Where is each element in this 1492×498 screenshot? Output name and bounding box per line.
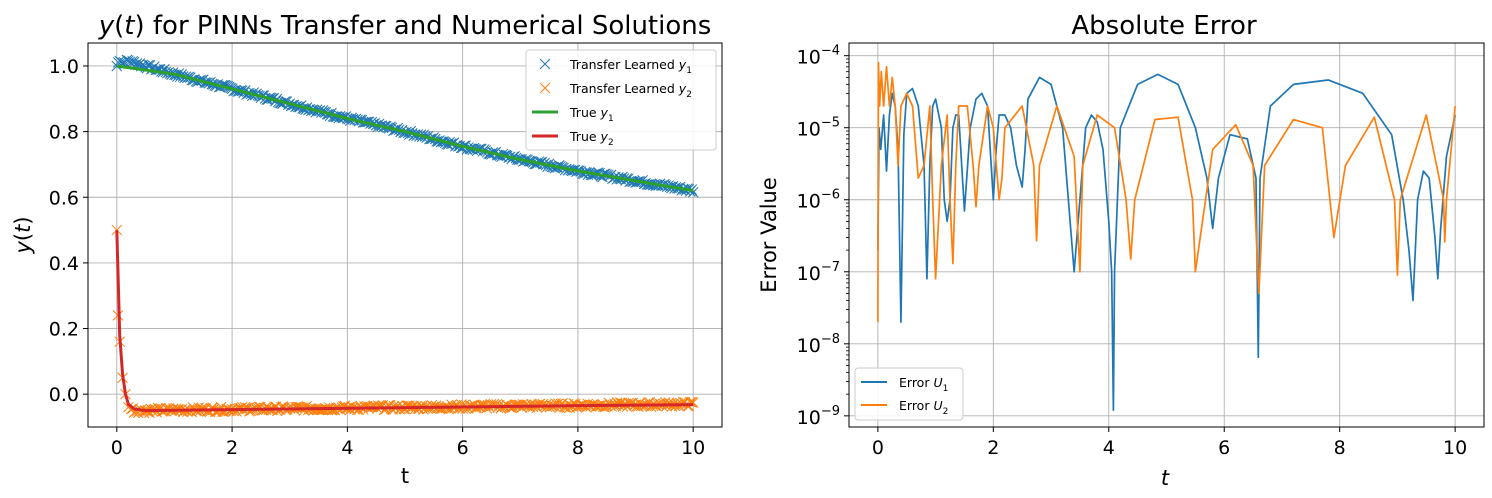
left-x-ticks: 0 2 4 6 8 10 [111,427,705,459]
left-legend-label: True y2 [569,129,614,148]
left-plot-frame [87,42,723,428]
right-series-layer [877,61,1456,411]
right-x-axis-label: t [1161,466,1170,490]
left-x-tick-label: 6 [457,437,469,459]
right-y-tick-label: 10−9 [797,404,840,429]
marker-y2 [111,224,123,236]
right-x-tick-label: 6 [1218,437,1230,459]
left-x-tick-label: 4 [341,437,353,459]
right-legend-label: Error U1 [899,375,948,394]
series-true-y1 [116,64,694,193]
series-error-u2 [877,61,1456,323]
chart-panel-left: y(t) for PINNs Transfer and Numerical So… [11,11,723,488]
marker-y2 [388,400,400,412]
right-x-tick-label: 4 [1103,437,1115,459]
marker-y2 [581,401,592,413]
right-x-tick-label: 10 [1443,437,1467,459]
left-y-tick-label: 0.8 [49,122,79,144]
left-legend-label: Transfer Learned y1 [569,57,692,76]
left-y-tick-label: 1.0 [49,56,79,78]
right-y-axis-label: Error Value [757,177,781,293]
legend-marker-icon [539,58,551,70]
series-transfer-learned-y2 [111,224,699,419]
series-error-u1 [877,73,1456,411]
marker-y2 [457,403,469,414]
left-y-tick-label: 0.0 [49,384,79,406]
right-x-tick-label: 0 [872,437,884,459]
left-y-axis-label: y(t) [11,216,35,254]
right-y-tick-label: 10−5 [797,116,840,141]
chart-panel-right: Absolute Error 0 2 4 6 8 10 10−910−810−710−61… [757,11,1485,490]
left-legend-label: True y1 [569,105,614,124]
right-y-tick-label: 10−8 [797,332,840,357]
right-grid [849,43,1484,427]
series-true-y2 [115,230,694,413]
right-y-tick-label: 10−7 [797,260,840,285]
right-x-tick-label: 2 [987,437,999,459]
left-legend-label: Transfer Learned y2 [569,81,692,100]
left-y-ticks: 0.0 0.2 0.4 0.6 0.8 1.0 [49,56,88,406]
left-legend-box [525,49,717,151]
legend-marker-icon [539,82,551,94]
right-x-ticks: 0 2 4 6 8 10 [872,427,1467,459]
left-x-tick-label: 2 [226,437,238,459]
right-chart-title: Absolute Error [1071,11,1257,41]
right-y-tick-label: 10−6 [797,188,840,213]
right-y-tick-label: 10−4 [797,44,840,69]
left-x-tick-label: 10 [681,437,705,459]
right-legend: Error U1 Error U2 [854,367,964,421]
right-legend-label: Error U2 [899,398,948,417]
left-y-tick-label: 0.4 [49,253,79,275]
right-y-ticks: 10−9 10−8 10−7 10−6 10−5 10−4 [797,44,849,429]
left-y-tick-label: 0.2 [49,319,79,341]
left-x-axis-label: t [401,464,409,488]
left-series-layer [111,54,699,419]
left-x-tick-label: 0 [111,437,123,459]
left-chart-title: y(t) for PINNs Transfer and Numerical So… [98,11,712,41]
left-y-tick-label: 0.6 [49,187,79,209]
right-x-tick-label: 8 [1334,437,1346,459]
right-plot-frame [848,42,1485,428]
left-x-tick-label: 8 [572,437,584,459]
marker-y2 [409,403,421,415]
left-legend: Transfer Learned y1 Transfer Learned y2 Tr… [525,49,717,151]
